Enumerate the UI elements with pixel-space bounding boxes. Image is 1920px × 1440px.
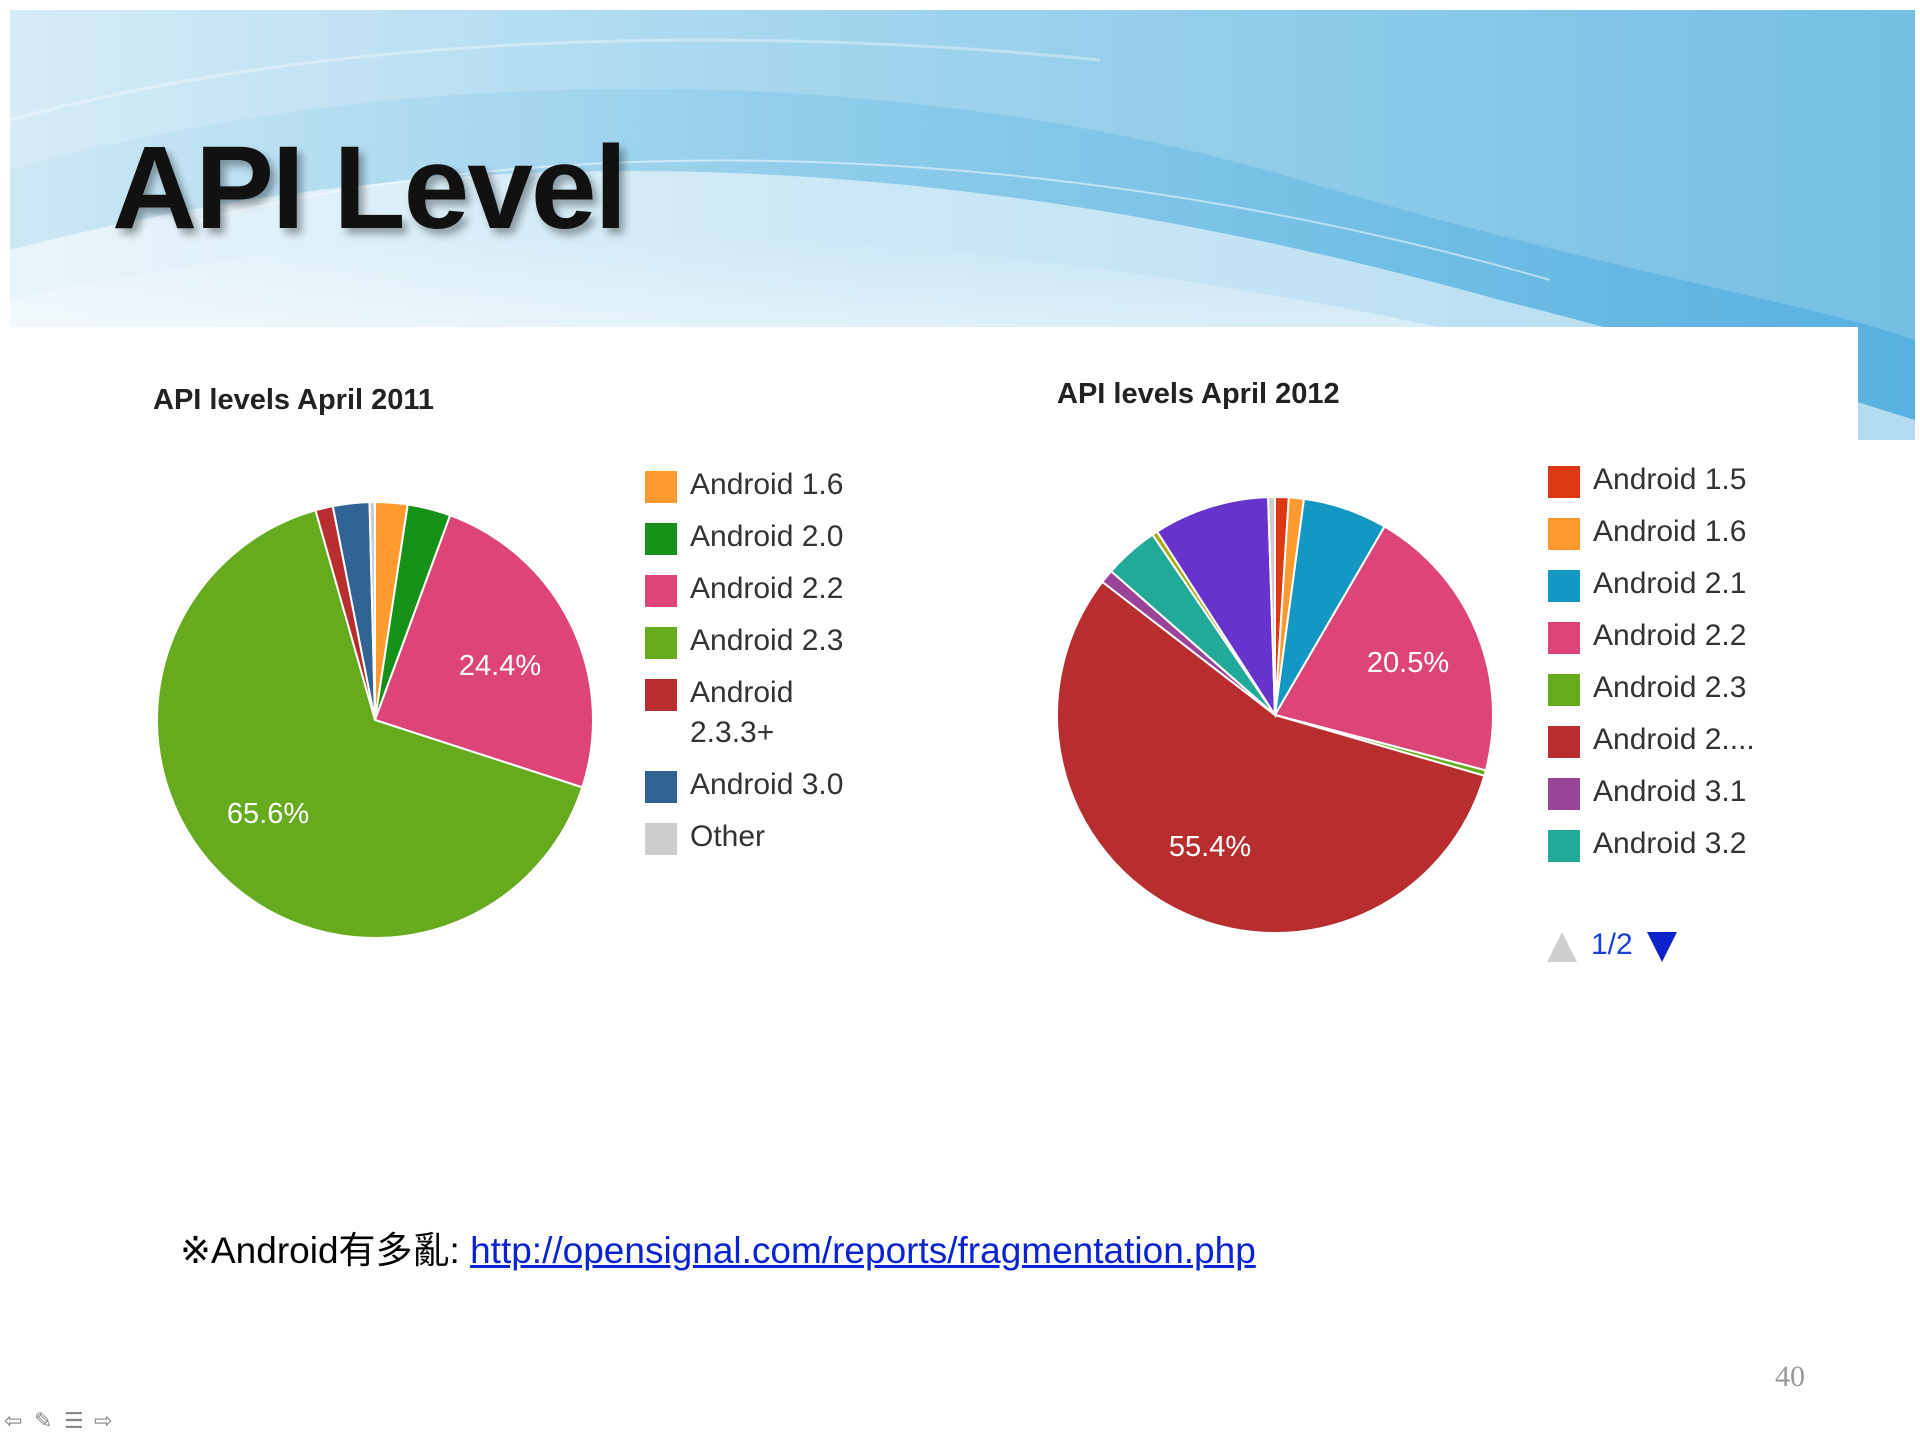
legend-swatch xyxy=(1548,622,1580,654)
legend-label: Android 3.0 xyxy=(690,768,844,801)
legend-label: Android 2.0 xyxy=(690,520,844,553)
pie-slice-unlabeled-9[interactable] xyxy=(1155,496,1277,719)
legend-swatch xyxy=(645,627,677,659)
menu-icon[interactable]: ☰ xyxy=(64,1408,84,1433)
legend-label: Android 2.... xyxy=(1593,723,1755,756)
footnote-prefix: ※Android有多亂: xyxy=(180,1230,471,1271)
data-label: 55.4% xyxy=(1169,831,1251,863)
pie-slice-android-2-3[interactable] xyxy=(156,509,584,939)
pie-slice-android-2-2[interactable] xyxy=(373,514,594,789)
legend-swatch xyxy=(645,575,677,607)
footnote: ※Android有多亂: http://opensignal.com/repor… xyxy=(180,1220,1256,1274)
pen-icon[interactable]: ✎ xyxy=(34,1408,53,1433)
prev-icon[interactable]: ⇦ xyxy=(4,1408,23,1433)
pie-slice-other[interactable] xyxy=(368,500,376,721)
legend-swatch xyxy=(1548,778,1580,810)
chart-title-2012: API levels April 2012 xyxy=(1057,378,1340,410)
legend-swatch xyxy=(645,523,677,555)
legend-swatch xyxy=(1548,466,1580,498)
data-label: 24.4% xyxy=(459,650,541,682)
pie-slice-android-2-[interactable] xyxy=(1056,580,1486,934)
legend-label: Android 2.3 xyxy=(1593,671,1747,704)
legend-swatch xyxy=(1548,518,1580,550)
footnote-link[interactable]: http://opensignal.com/reports/fragmentat… xyxy=(470,1230,1256,1271)
legend-label: Android 2.3.3+ xyxy=(690,676,794,749)
legend-swatch xyxy=(1548,674,1580,706)
page-number: 40 xyxy=(1775,1360,1805,1393)
legend-swatch xyxy=(645,471,677,503)
legend-swatch xyxy=(645,823,677,855)
slide-title: API Level xyxy=(112,122,627,254)
legend-label: Android 2.1 xyxy=(1593,567,1747,600)
legend-label: Android 3.1 xyxy=(1593,775,1747,808)
legend-label: Other xyxy=(690,820,766,853)
pager-text: 1/2 xyxy=(1591,928,1633,961)
legend-label: Android 1.5 xyxy=(1593,463,1747,496)
legend-label: Android 1.6 xyxy=(690,468,844,501)
legend-label: Android 2.3 xyxy=(690,624,844,657)
legend-label: Android 2.2 xyxy=(1593,619,1747,652)
legend-label: Android 3.2 xyxy=(1593,827,1747,860)
legend-pager: 1/2 xyxy=(1547,928,1707,968)
next-icon[interactable]: ⇨ xyxy=(94,1408,113,1433)
slide-nav: ⇦ ✎ ☰ ⇨ xyxy=(4,1410,124,1434)
legend-swatch xyxy=(645,679,677,711)
legend-swatch xyxy=(1548,830,1580,862)
page-down-icon[interactable] xyxy=(1647,932,1677,962)
chart-title-2011: API levels April 2011 xyxy=(153,384,435,416)
legend-swatch xyxy=(645,771,677,803)
page-up-icon[interactable] xyxy=(1547,932,1577,962)
data-label: 20.5% xyxy=(1367,647,1449,679)
data-label: 65.6% xyxy=(227,798,309,830)
pie-chart-2011: 24.4% 65.6% xyxy=(156,500,594,939)
pie-chart-2012: 20.5% 55.4% xyxy=(1056,495,1494,934)
legend-swatch xyxy=(1548,570,1580,602)
legend-label: Android 1.6 xyxy=(1593,515,1747,548)
legend-swatch xyxy=(1548,726,1580,758)
pie-slice-unlabeled-10[interactable] xyxy=(1267,495,1276,716)
legend-label: Android 2.2 xyxy=(690,572,844,605)
pie-slice-android-2-2[interactable] xyxy=(1273,525,1494,772)
